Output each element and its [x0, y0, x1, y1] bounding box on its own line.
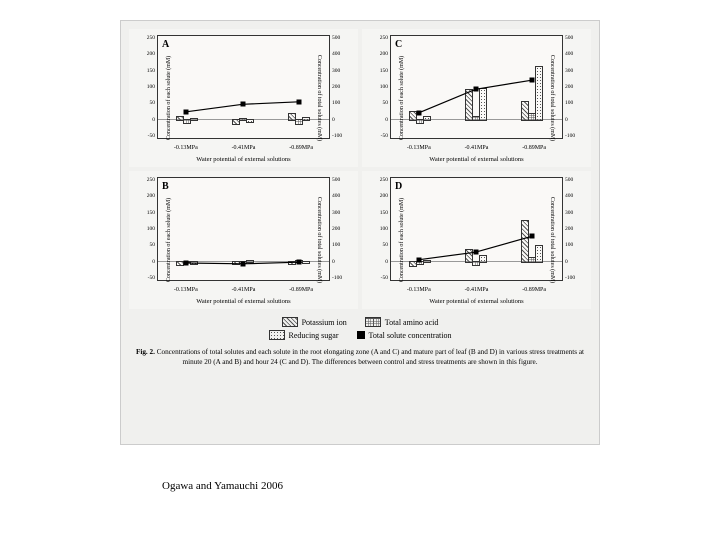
- legend-item-sugar: Reducing sugar: [269, 330, 339, 340]
- citation: Ogawa and Yamauchi 2006: [162, 480, 283, 492]
- panel-grid: -50050100150200250-1000100200300400500AC…: [129, 29, 591, 309]
- legend-item-potassium: Potassium ion: [282, 317, 347, 327]
- legend-item-amino: Total amino acid: [365, 317, 439, 327]
- panel-C: -50050100150200250-1000100200300400500CC…: [362, 29, 591, 167]
- legend: Potassium ion Total amino acid Reducing su…: [129, 317, 591, 340]
- legend-item-total: Total solute concentration: [357, 331, 452, 340]
- figure-caption: Fig. 2. Concentrations of total solutes …: [129, 348, 591, 367]
- caption-prefix: Fig. 2.: [136, 348, 155, 356]
- figure-container: -50050100150200250-1000100200300400500AC…: [120, 20, 600, 445]
- caption-text: Concentrations of total solutes and each…: [157, 348, 584, 366]
- panel-B: -50050100150200250-1000100200300400500BC…: [129, 171, 358, 309]
- panel-D: -50050100150200250-1000100200300400500DC…: [362, 171, 591, 309]
- panel-A: -50050100150200250-1000100200300400500AC…: [129, 29, 358, 167]
